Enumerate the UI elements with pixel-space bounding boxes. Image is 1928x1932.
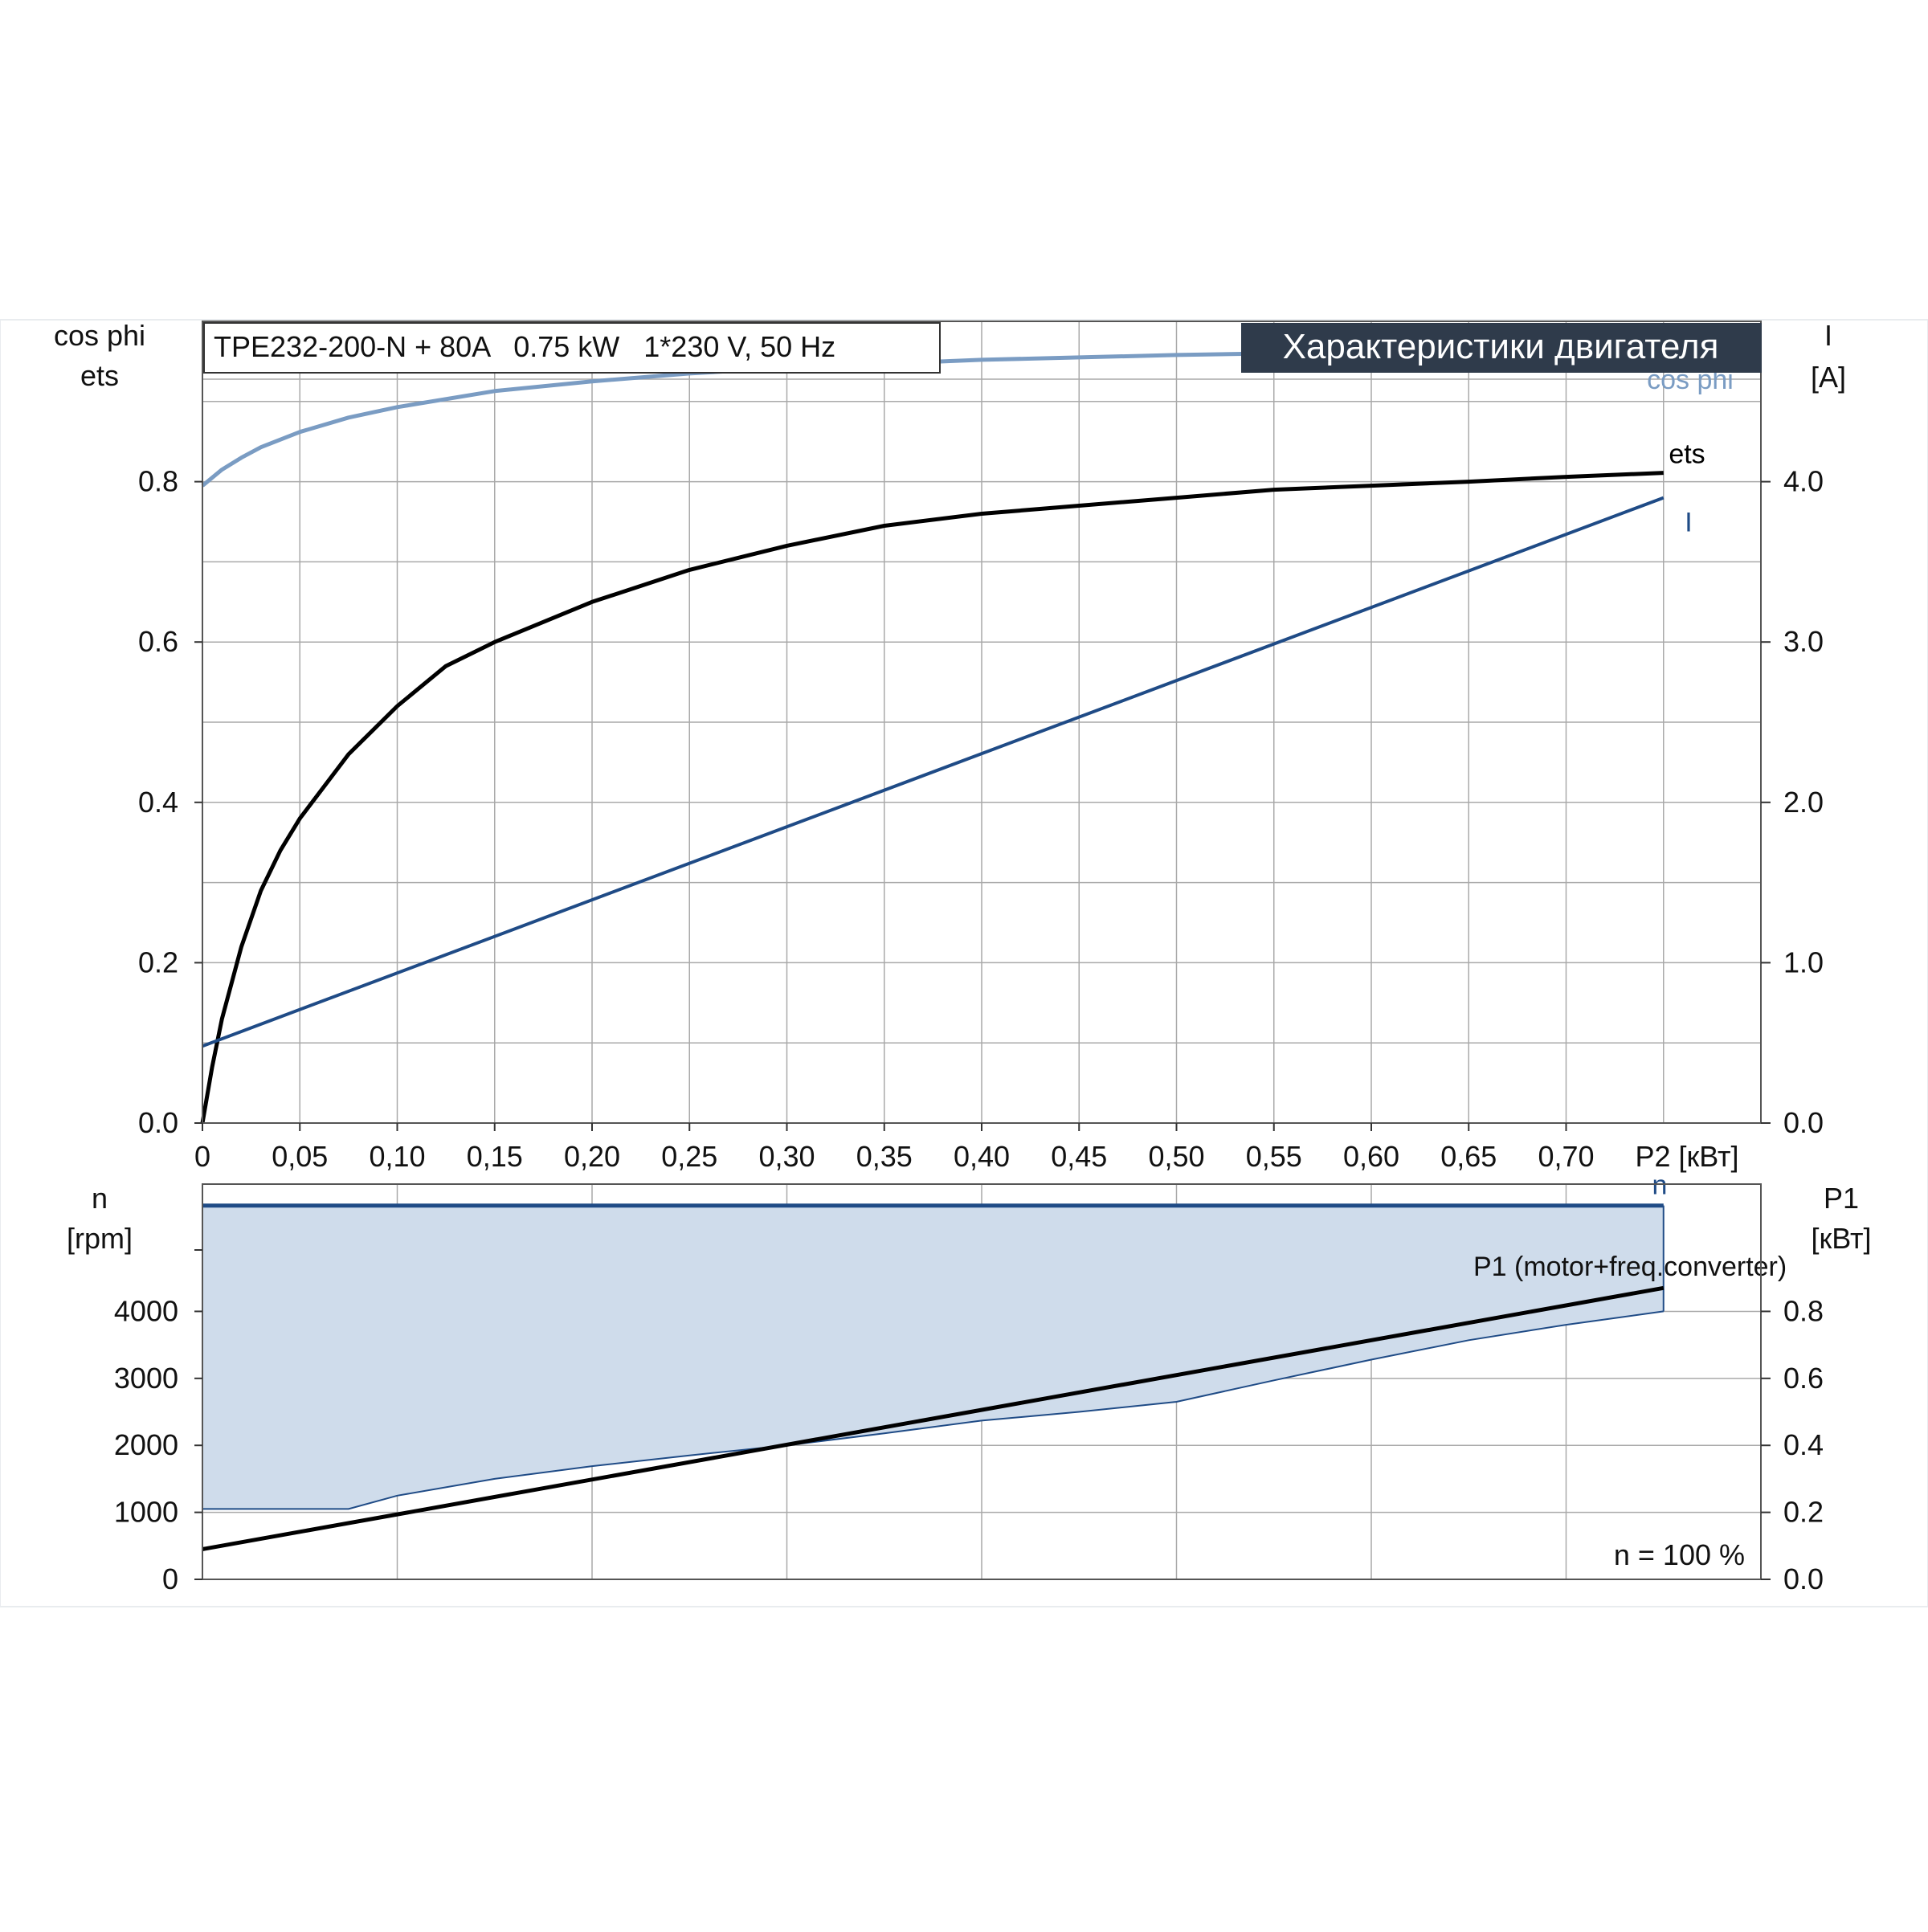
y-left-axis-title: cos phi [54,319,145,352]
y-left-axis-title: ets [80,359,119,392]
lower-y-left-tick-label: 2000 [114,1428,178,1461]
x-tick-label: 0,10 [369,1140,425,1173]
x-tick-label: 0,50 [1148,1140,1204,1173]
lower-y-left-tick-label: 1000 [114,1496,178,1529]
x-tick-label: 0,20 [564,1140,620,1173]
y-right-tick-label: 3.0 [1783,625,1824,658]
lower-y-left-axis-title: [rpm] [67,1222,133,1255]
lower-plot-series: n P1 (motor+freq.converter) [202,1170,1787,1551]
y-left-tick-label: 0.0 [138,1106,178,1139]
series-label-n: n [1652,1170,1668,1201]
upper-plot-grid [202,321,1761,1123]
y-right-axis-title: [A] [1811,361,1846,394]
model-label-box: TPE232-200-N + 80A 0.75 kW 1*230 V, 50 H… [203,322,941,374]
lower-y-left-axis-title: n [92,1182,108,1215]
x-tick-label: 0,65 [1440,1140,1497,1173]
series-line-n-min [202,1310,1664,1510]
chart-title: Характеристики двигателя [1283,327,1719,366]
series-line-ets [200,471,1664,1124]
y-left-tick-label: 0.6 [138,625,178,658]
y-left-tick-label: 0.8 [138,465,178,498]
series-line-p1 [202,1285,1665,1551]
x-axis-label: P2 [кВт] [1635,1140,1738,1173]
y-right-tick-label: 2.0 [1783,786,1824,819]
series-label-p1: P1 (motor+freq.converter) [1473,1252,1787,1282]
speed-annotation: n = 100 % [1614,1538,1745,1571]
y-right-tick-label: 4.0 [1783,465,1824,498]
x-tick-label: 0 [194,1140,210,1173]
x-tick-label: 0,30 [758,1140,815,1173]
lower-y-right-tick-label: 0.6 [1783,1362,1824,1395]
lower-y-right-axis-title: P1 [1824,1182,1859,1215]
y-right-axis-title: I [1824,319,1832,352]
x-tick-label: 0,45 [1051,1140,1107,1173]
lower-plot-area [202,1183,1762,1580]
series-label-ets: ets [1669,439,1705,470]
lower-y-right-tick-label: 0.4 [1783,1428,1824,1461]
lower-y-right-tick-label: 0.2 [1783,1496,1824,1529]
x-tick-label: 0,05 [272,1140,328,1173]
series-label-i: I [1685,508,1692,538]
lower-plot-axes: 0 1000 2000 3000 4000 0.0 0.2 0.4 0.6 0.8 n [rpm] P1… [67,1182,1872,1595]
y-right-tick-label: 0.0 [1783,1106,1824,1139]
y-left-tick-label: 0.2 [138,946,178,978]
lower-y-right-tick-label: 0.0 [1783,1562,1824,1595]
x-tick-label: 0,35 [856,1140,913,1173]
y-left-tick-label: 0.4 [138,786,178,819]
lower-y-right-tick-label: 0.8 [1783,1294,1824,1327]
y-right-tick-label: 1.0 [1783,946,1824,978]
lower-y-right-axis-title: [кВт] [1811,1222,1871,1255]
x-tick-label: 0,15 [467,1140,523,1173]
upper-plot-axes: 0.0 0.2 0.4 0.6 0.8 0.0 1.0 2.0 3.0 4.0 0 0,05 0,10 0… [54,319,1846,1173]
lower-y-left-tick-label: 3000 [114,1362,178,1395]
speed-range-area [202,1205,1664,1509]
x-tick-label: 0,25 [661,1140,717,1173]
lower-y-left-tick-label: 0 [162,1562,178,1595]
x-tick-label: 0,55 [1246,1140,1302,1173]
series-line-i [202,496,1665,1048]
lower-y-left-tick-label: 4000 [114,1294,178,1327]
x-tick-label: 0,70 [1538,1140,1594,1173]
model-label: TPE232-200-N + 80A 0.75 kW 1*230 V, 50 H… [214,330,835,363]
x-tick-label: 0,40 [954,1140,1010,1173]
chart-title-badge: Характеристики двигателя [1241,323,1762,373]
x-tick-label: 0,60 [1343,1140,1399,1173]
